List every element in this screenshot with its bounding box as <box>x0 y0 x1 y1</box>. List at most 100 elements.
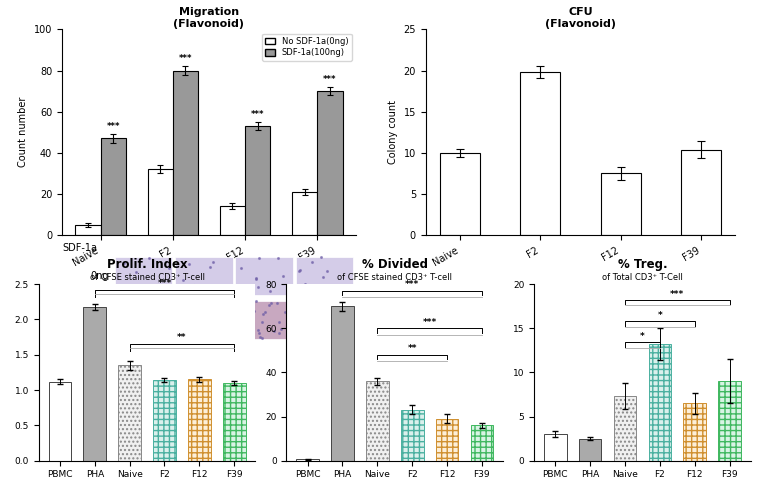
Y-axis label: Colony count: Colony count <box>388 100 398 164</box>
Point <box>306 324 318 332</box>
Point <box>182 329 194 337</box>
Point <box>184 308 197 316</box>
Point <box>250 274 262 282</box>
Point <box>132 313 144 320</box>
Point <box>152 322 165 330</box>
Point <box>243 311 255 319</box>
Point <box>217 324 229 332</box>
Bar <box>115 301 172 340</box>
Point <box>317 322 330 330</box>
Point <box>120 309 132 317</box>
Point <box>143 254 156 262</box>
Bar <box>471 425 493 461</box>
Text: *: * <box>657 311 663 320</box>
Point <box>112 284 125 292</box>
Point <box>139 335 151 343</box>
Bar <box>223 383 245 461</box>
Point <box>132 302 145 310</box>
Bar <box>118 366 141 461</box>
Point <box>253 333 265 341</box>
Point <box>133 300 146 308</box>
Point <box>146 315 159 323</box>
Point <box>271 299 283 307</box>
Bar <box>683 403 706 461</box>
Point <box>156 316 168 323</box>
Bar <box>49 382 71 461</box>
Point <box>345 305 358 313</box>
Point <box>314 328 327 336</box>
Text: of CFSE stained CD3⁺ T-cell: of CFSE stained CD3⁺ T-cell <box>90 273 204 282</box>
Point <box>172 325 184 333</box>
Bar <box>649 344 671 461</box>
Point <box>176 276 189 284</box>
Bar <box>148 170 173 235</box>
Point <box>256 310 269 318</box>
Point <box>159 284 171 292</box>
Point <box>201 304 214 312</box>
Point <box>240 328 252 336</box>
Point <box>310 312 322 319</box>
Point <box>110 305 122 313</box>
Point <box>192 302 204 310</box>
Point <box>146 318 158 326</box>
Point <box>235 264 248 272</box>
Bar <box>173 71 198 235</box>
Point <box>195 319 207 327</box>
Point <box>131 308 143 316</box>
Point <box>252 329 265 337</box>
Point <box>293 305 305 313</box>
Point <box>277 271 289 279</box>
Bar <box>317 91 343 235</box>
Point <box>272 254 284 262</box>
Text: of CFSE stained CD3⁺ T-cell: of CFSE stained CD3⁺ T-cell <box>337 273 452 282</box>
Point <box>130 305 142 313</box>
Point <box>273 329 286 337</box>
Point <box>327 325 339 333</box>
Point <box>217 318 230 325</box>
Point <box>296 326 308 334</box>
Point <box>291 320 303 328</box>
Text: ***: *** <box>251 110 265 119</box>
Bar <box>75 225 101 235</box>
Point <box>200 283 212 291</box>
Bar <box>601 173 641 235</box>
Point <box>118 283 130 291</box>
Point <box>313 311 325 319</box>
Point <box>111 318 124 326</box>
Point <box>204 263 216 271</box>
Point <box>286 331 299 339</box>
Bar <box>296 301 353 340</box>
Bar <box>175 301 232 340</box>
Point <box>218 289 231 297</box>
Point <box>253 254 265 262</box>
Point <box>339 300 351 308</box>
Point <box>199 303 211 311</box>
Point <box>164 326 176 334</box>
Point <box>238 310 251 318</box>
Title: CFU
(Flavonoid): CFU (Flavonoid) <box>545 7 616 28</box>
Bar <box>235 257 293 295</box>
Point <box>265 299 277 307</box>
Bar <box>544 434 567 461</box>
Point <box>201 326 214 334</box>
Bar <box>681 149 721 235</box>
Title: % Treg.: % Treg. <box>618 258 667 270</box>
Point <box>121 318 133 326</box>
Point <box>279 308 291 316</box>
Bar <box>296 257 353 295</box>
Point <box>152 334 165 342</box>
Point <box>148 329 160 337</box>
Point <box>221 315 233 322</box>
Point <box>176 291 188 298</box>
Point <box>115 333 127 341</box>
Point <box>256 318 269 326</box>
Point <box>192 307 204 315</box>
Bar <box>292 192 317 235</box>
Point <box>188 282 200 290</box>
Point <box>250 297 262 305</box>
Point <box>151 321 163 329</box>
Point <box>306 258 318 266</box>
Bar <box>366 381 389 461</box>
Bar <box>175 257 232 295</box>
Point <box>247 301 259 309</box>
